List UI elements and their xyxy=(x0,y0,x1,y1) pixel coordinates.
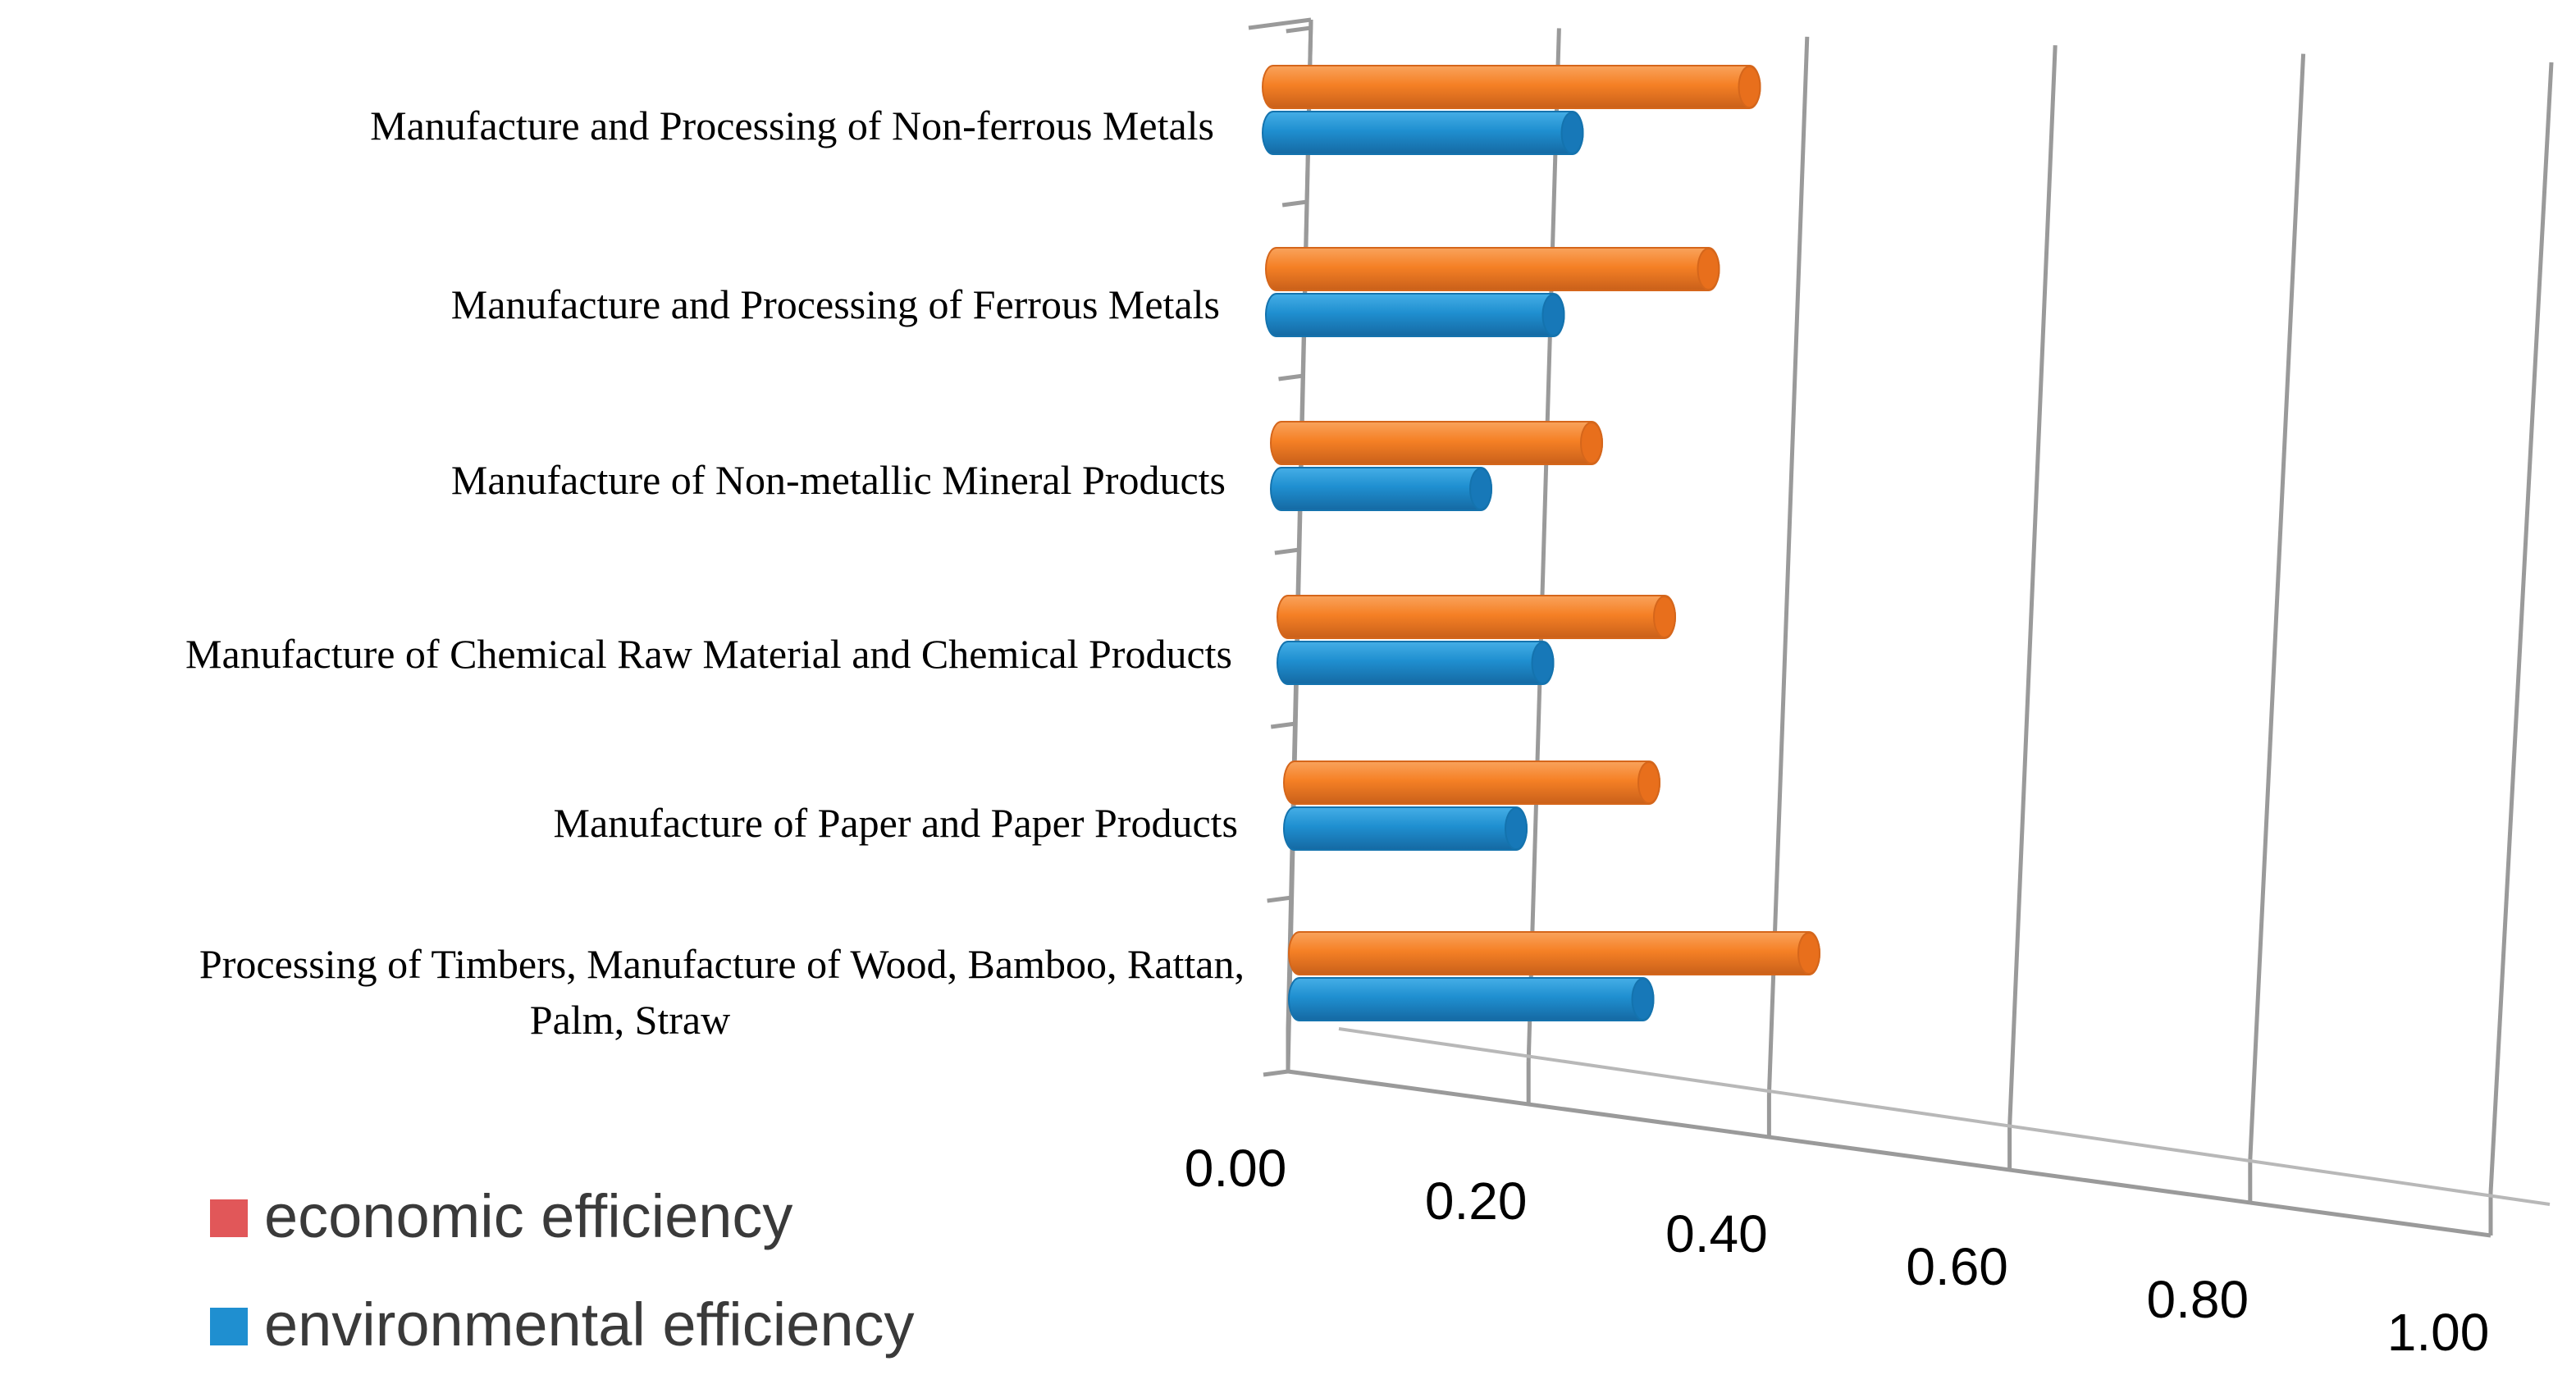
gridline xyxy=(1766,36,1810,1095)
bar-cap xyxy=(1797,932,1820,975)
x-axis-line xyxy=(1287,1069,2492,1238)
bar-body xyxy=(1265,293,1565,337)
bar-body xyxy=(1265,247,1720,291)
gridlines xyxy=(1286,19,2554,1236)
category-label: Manufacture of Non-metallic Mineral Prod… xyxy=(451,457,1226,503)
category-labels: Manufacture and Processing of Non-ferrou… xyxy=(185,103,1245,1043)
category-tick xyxy=(1278,373,1304,381)
category-tick xyxy=(1281,199,1308,208)
legend-label-environmental: environmental efficiency xyxy=(264,1290,915,1359)
category-label: Manufacture of Chemical Raw Material and… xyxy=(185,631,1232,677)
category-tick xyxy=(1274,547,1300,555)
bar-economic-4 xyxy=(1283,761,1660,805)
legend-item-economic: economic efficiency xyxy=(210,1182,792,1250)
legend-swatch-environmental xyxy=(210,1308,248,1345)
x-tick-label: 1.00 xyxy=(2387,1303,2490,1362)
bar-economic-0 xyxy=(1262,65,1761,109)
category-label: Processing of Timbers, Manufacture of Wo… xyxy=(199,941,1245,987)
bar-body xyxy=(1288,931,1820,975)
category-tick xyxy=(1267,895,1292,903)
bar-body xyxy=(1262,65,1761,109)
bar-cap xyxy=(1580,422,1603,464)
category-tick xyxy=(1286,25,1312,34)
bar-body xyxy=(1262,111,1584,155)
x-tick-label: 0.20 xyxy=(1425,1172,1528,1231)
bar-economic-3 xyxy=(1277,595,1676,639)
bar-cap xyxy=(1531,642,1555,684)
bar-economic-1 xyxy=(1265,247,1720,291)
bar-body xyxy=(1283,806,1528,851)
category-label: Manufacture and Processing of Non-ferrou… xyxy=(370,103,1214,148)
gridline xyxy=(2007,45,2058,1128)
bar-cap xyxy=(1631,978,1655,1021)
bars xyxy=(1262,65,1820,1021)
legend-swatch-economic xyxy=(210,1199,248,1237)
bar-body xyxy=(1277,595,1676,639)
category-label: Palm, Straw xyxy=(530,997,730,1043)
bar-body xyxy=(1288,977,1655,1021)
legend-item-environmental: environmental efficiency xyxy=(210,1290,915,1359)
bar-environmental-4 xyxy=(1283,806,1528,851)
floor-back-edge xyxy=(1338,1027,2551,1206)
gridline xyxy=(1526,28,1561,1062)
bar-cap xyxy=(1560,112,1584,154)
x-tick-label: 0.60 xyxy=(1906,1237,2008,1296)
bar-body xyxy=(1283,761,1660,805)
gridline xyxy=(2488,62,2554,1194)
bar-environmental-3 xyxy=(1277,641,1555,685)
x-tick-label: 0.00 xyxy=(1185,1139,1287,1198)
bar-body xyxy=(1270,467,1492,511)
top-edge xyxy=(1248,17,1312,30)
y-axis-line xyxy=(1286,19,1313,1072)
bar-cap xyxy=(1541,294,1565,336)
category-tick xyxy=(1263,1069,1289,1077)
bar-body xyxy=(1277,641,1555,685)
bar-cap xyxy=(1637,761,1660,804)
bar-environmental-1 xyxy=(1265,293,1565,337)
bar-environmental-2 xyxy=(1270,467,1492,511)
gridline xyxy=(2248,53,2306,1161)
bar-cap xyxy=(1738,66,1761,108)
bar-environmental-0 xyxy=(1262,111,1584,155)
bar-economic-5 xyxy=(1288,931,1820,975)
bar-economic-2 xyxy=(1270,421,1603,465)
bar-cap xyxy=(1697,248,1720,290)
bar-cap xyxy=(1653,596,1676,638)
x-tick-label: 0.40 xyxy=(1665,1204,1768,1263)
category-label: Manufacture of Paper and Paper Products xyxy=(554,800,1238,846)
legend: economic efficiency environmental effici… xyxy=(210,1182,915,1359)
category-label: Manufacture and Processing of Ferrous Me… xyxy=(451,281,1220,327)
legend-label-economic: economic efficiency xyxy=(264,1182,792,1250)
axes xyxy=(1248,17,2551,1238)
bar-cap xyxy=(1469,468,1492,510)
bar-cap xyxy=(1505,807,1528,850)
bar-body xyxy=(1270,421,1603,465)
x-tick-labels: 0.00 0.20 0.40 0.60 0.80 1.00 xyxy=(1185,1139,2490,1362)
bar-environmental-5 xyxy=(1288,977,1655,1021)
x-tick-label: 0.80 xyxy=(2147,1270,2249,1329)
category-tick xyxy=(1270,721,1296,729)
